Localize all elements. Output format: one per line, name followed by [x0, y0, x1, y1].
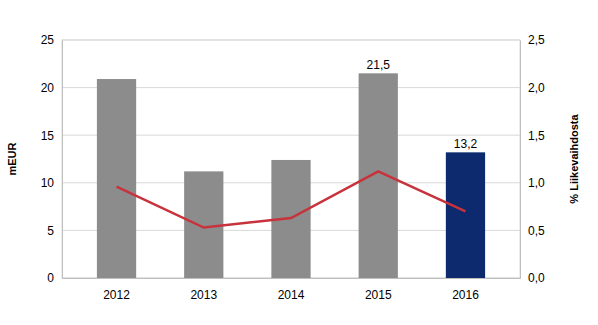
x-axis: 2012 2013 2014 2015 2016	[63, 278, 521, 302]
marks	[97, 73, 485, 278]
bar	[97, 79, 136, 278]
y-tick: 25	[41, 33, 62, 47]
data-labels: 21,5 13,2	[367, 58, 478, 151]
grid	[62, 40, 520, 278]
y2-axis: 0,0 0,5 1,0 1,5 2,0 2,5	[520, 33, 545, 285]
y2-tick: 1,5	[520, 129, 545, 143]
bar	[359, 73, 398, 278]
axis-line	[62, 41, 63, 279]
y2-tick: 1,0	[520, 176, 545, 190]
y2-tick: 0,5	[520, 224, 545, 238]
x-tick-label: 2012	[103, 288, 130, 302]
chart-svg: 0 5 10 15 20 25 0,0 0,5 1,0 1,5 2,0 2,5 2012 2013 2014…	[0, 0, 598, 325]
x-tick-label: 2014	[278, 288, 305, 302]
y2-tick-label: 2,0	[528, 81, 545, 95]
y-tick-label: 15	[41, 129, 55, 143]
data-label: 13,2	[454, 137, 478, 151]
x-tick: 2012	[103, 278, 130, 302]
y-tick: 10	[41, 176, 62, 190]
y-tick: 5	[47, 224, 62, 238]
y-axis-title: mEUR	[6, 142, 18, 175]
y2-tick: 2,5	[520, 33, 545, 47]
y-tick-label: 0	[47, 271, 54, 285]
y2-tick: 2,0	[520, 81, 545, 95]
x-tick-label: 2015	[365, 288, 392, 302]
bar	[446, 152, 485, 278]
y-tick-label: 5	[47, 224, 54, 238]
y2-tick-label: 0,5	[528, 224, 545, 238]
grid-line	[62, 40, 520, 41]
y2-tick: 0,0	[520, 271, 545, 285]
y2-tick-label: 0,0	[528, 271, 545, 285]
y-tick: 15	[41, 129, 62, 143]
y-axis: 0 5 10 15 20 25	[41, 33, 63, 285]
chart-container: 0 5 10 15 20 25 0,0 0,5 1,0 1,5 2,0 2,5 2012 2013 2014…	[0, 0, 598, 325]
y2-tick-label: 1,5	[528, 129, 545, 143]
y2-axis-title: % Liikevaihdosta	[568, 113, 580, 203]
x-tick: 2013	[190, 278, 217, 302]
x-tick-label: 2016	[452, 288, 479, 302]
bar-series	[97, 73, 485, 278]
data-label: 21,5	[367, 58, 391, 72]
plot: 0 5 10 15 20 25 0,0 0,5 1,0 1,5 2,0 2,5 2012 2013 2014…	[41, 33, 545, 301]
plot-frame	[62, 40, 520, 278]
x-tick: 2014	[278, 278, 305, 302]
y-tick-label: 10	[41, 176, 55, 190]
y2-tick-label: 2,5	[528, 33, 545, 47]
x-tick-label: 2013	[190, 288, 217, 302]
x-tick: 2016	[452, 278, 479, 302]
axis-line	[63, 278, 521, 279]
y-tick-label: 25	[41, 33, 55, 47]
y-tick: 20	[41, 81, 62, 95]
y-tick-label: 20	[41, 81, 55, 95]
x-tick: 2015	[365, 278, 392, 302]
line	[117, 171, 466, 227]
axis-line	[520, 41, 521, 279]
y2-tick-label: 1,0	[528, 176, 545, 190]
y-tick: 0	[47, 271, 62, 285]
bar	[184, 171, 223, 278]
